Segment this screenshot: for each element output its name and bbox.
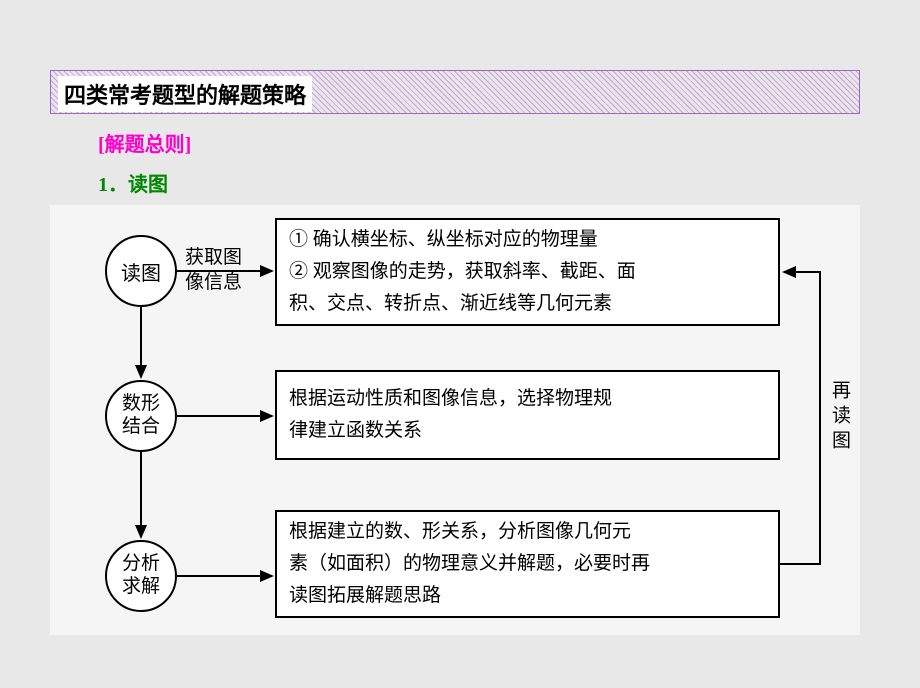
edge-label-getinfo: 获取图 像信息: [185, 246, 242, 295]
box2-line2: 律建立函数关系: [289, 415, 766, 447]
box3-line1: 根据建立的数、形关系，分析图像几何元: [289, 516, 766, 548]
box1-line2: ② 观察图像的走势，获取斜率、截距、面: [289, 256, 766, 288]
node-analyze-label-top: 分析: [122, 553, 160, 576]
node-box3: 根据建立的数、形关系，分析图像几何元 素（如面积）的物理意义并解题，必要时再 读…: [275, 510, 780, 618]
box3-line3: 读图拓展解题思路: [289, 580, 766, 612]
node-read: 读图: [105, 235, 177, 307]
node-analyze-label-bot: 求解: [122, 576, 160, 599]
section-heading: 1．读图: [98, 168, 168, 197]
node-box1: ① 确认横坐标、纵坐标对应的物理量 ② 观察图像的走势，获取斜率、截距、面 积、…: [275, 218, 780, 326]
box3-line2: 素（如面积）的物理意义并解题，必要时再: [289, 548, 766, 580]
edge-label-bot: 像信息: [185, 271, 242, 296]
node-combine: 数形 结合: [105, 380, 177, 452]
node-combine-label-top: 数形: [122, 393, 160, 416]
box2-line1: 根据运动性质和图像信息，选择物理规: [289, 383, 766, 415]
subtitle: [解题总则]: [98, 128, 191, 157]
node-analyze: 分析 求解: [105, 540, 177, 612]
box1-line3: 积、交点、转折点、渐近线等几何元素: [289, 288, 766, 320]
page-title: 四类常考题型的解题策略: [58, 76, 312, 112]
box1-line1: ① 确认横坐标、纵坐标对应的物理量: [289, 224, 766, 256]
edge-label-top: 获取图: [185, 246, 242, 271]
node-combine-label-bot: 结合: [122, 416, 160, 439]
feedback-label: 再读图: [826, 380, 853, 455]
node-read-label: 读图: [121, 257, 161, 286]
node-box2: 根据运动性质和图像信息，选择物理规 律建立函数关系: [275, 370, 780, 460]
